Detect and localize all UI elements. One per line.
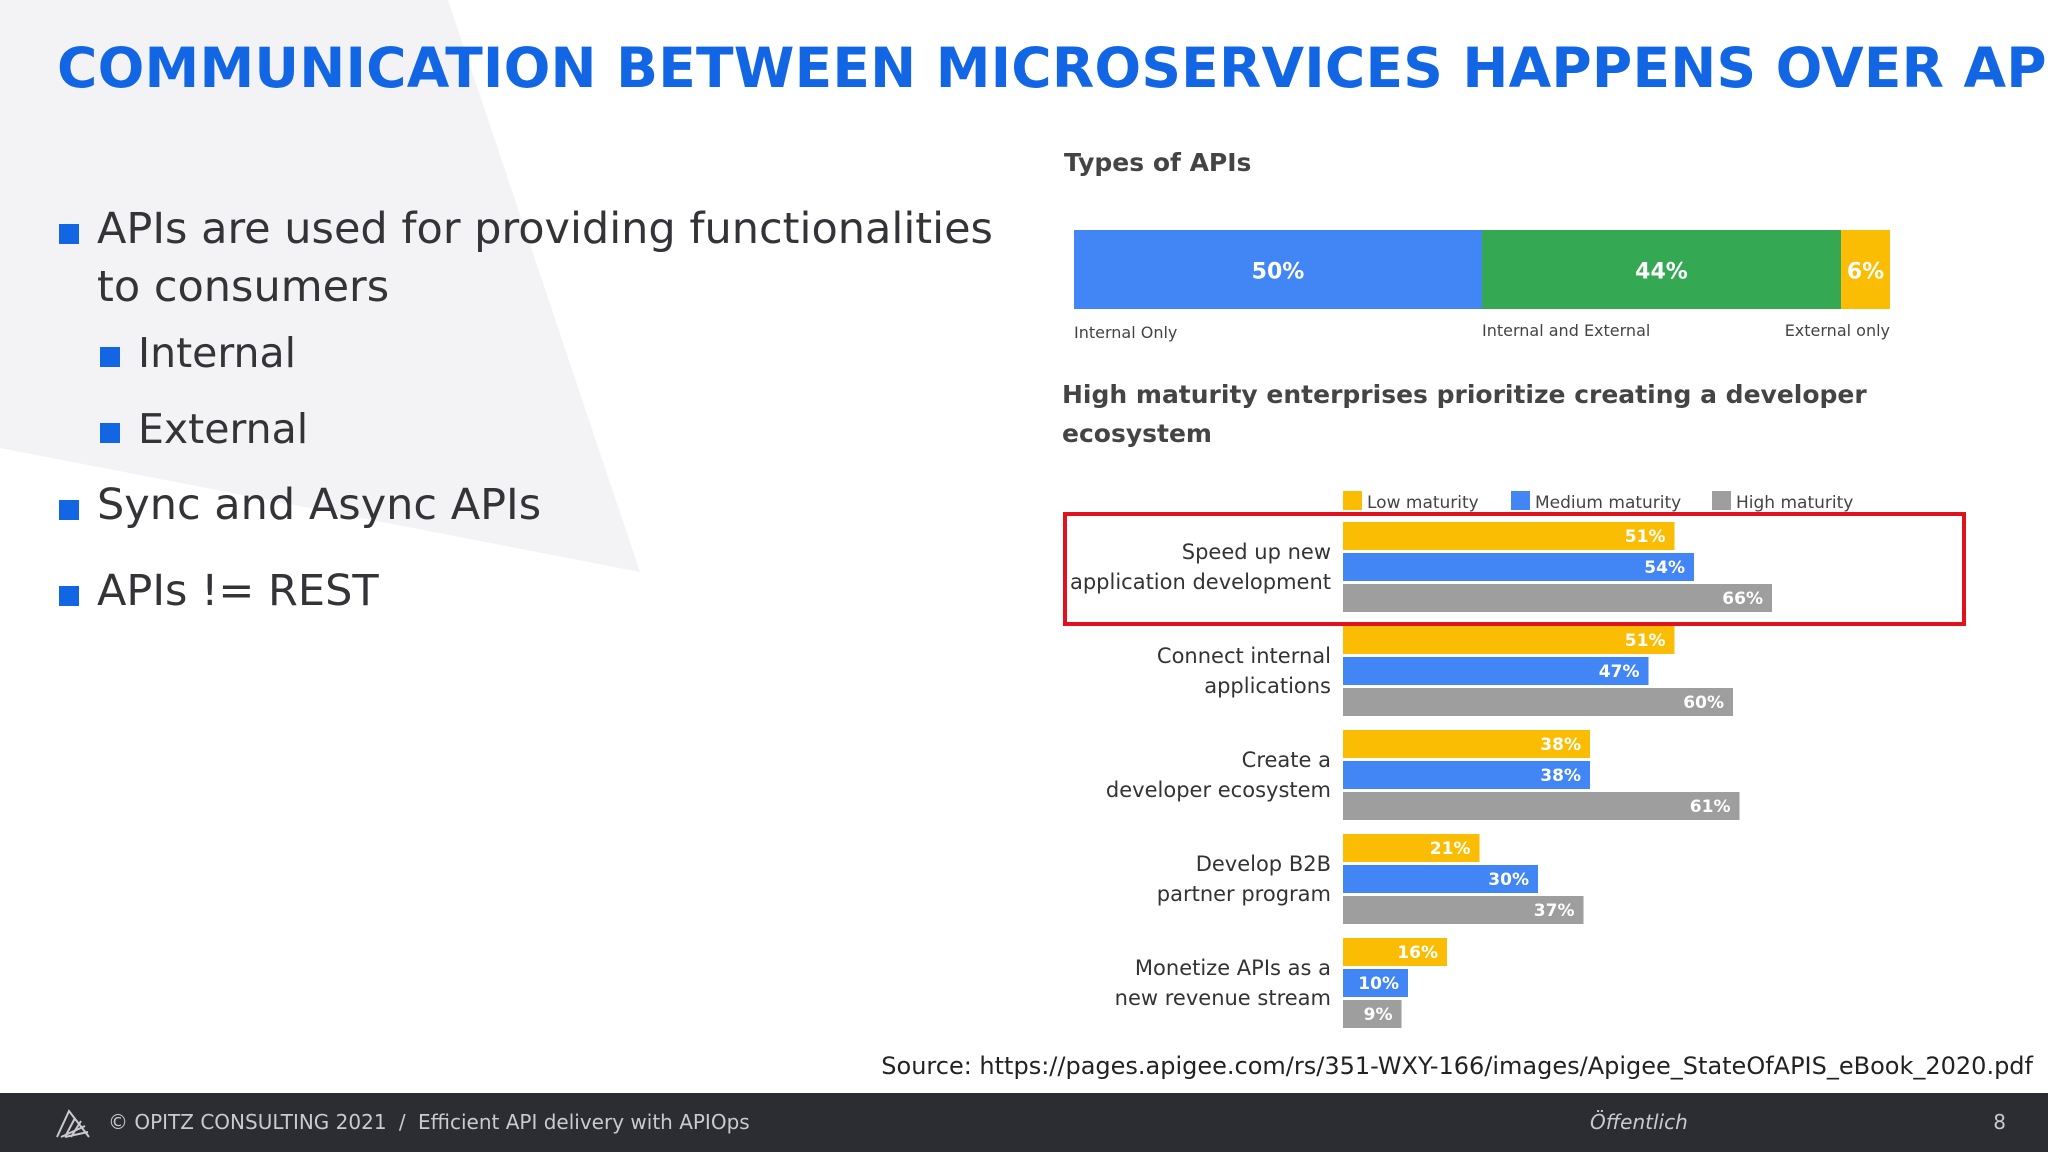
source-citation: Source: https://pages.apigee.com/rs/351-…: [879, 1052, 2035, 1080]
slide-title: COMMUNICATION BETWEEN MICROSERVICES HAPP…: [57, 36, 2048, 100]
bullet-apis-not-rest: APIs != REST: [58, 562, 1018, 620]
chart2-title-line1: High maturity enterprises prioritize cre…: [1062, 380, 1867, 409]
category-label-line2: new revenue stream: [1115, 986, 1331, 1010]
category-label-line1: Monetize APIs as a: [1135, 956, 1331, 980]
bar-0-0: [1343, 522, 1675, 550]
chart1-value-label: 6%: [1847, 260, 1884, 285]
bullet-text: Internal: [138, 329, 297, 377]
bullet-text: Sync and Async APIs: [97, 480, 542, 530]
bar-value-label: 66%: [1722, 589, 1763, 609]
bullet-sync-async: Sync and Async APIs: [58, 476, 1018, 534]
bar-value-label: 38%: [1540, 735, 1581, 755]
legend-swatch-0: [1343, 491, 1362, 510]
charts-svg: Types of APIs 50% Internal Only 44% Interna…: [1062, 148, 1966, 1028]
bar-value-label: 47%: [1599, 662, 1640, 682]
bullet-square-icon: [59, 500, 79, 520]
legend-swatch-2: [1712, 491, 1731, 510]
bar-value-label: 10%: [1358, 974, 1399, 994]
footer-copyright: © OPITZ CONSULTING 2021: [108, 1110, 387, 1134]
chart1-value-label: 50%: [1252, 260, 1305, 285]
bar-0-2: [1343, 584, 1772, 612]
category-label-line2: partner program: [1157, 882, 1331, 906]
bullet-square-icon: [59, 224, 79, 244]
sub-bullet-internal: Internal: [58, 324, 1018, 382]
category-label-line2: applications: [1204, 674, 1331, 698]
bar-4-0: [1343, 938, 1447, 966]
category-label-line1: Speed up new: [1182, 540, 1331, 564]
sub-bullet-external: External: [58, 400, 1018, 458]
highlight-box: [1063, 512, 1966, 626]
bar-1-0: [1343, 626, 1675, 654]
legend-label: High maturity: [1736, 493, 1853, 513]
bullet-text: APIs are used for providing functionalit…: [97, 204, 993, 312]
bar-0-1: [1343, 553, 1694, 581]
bullet-text: APIs != REST: [97, 566, 379, 616]
bullet-list: APIs are used for providing functionalit…: [58, 200, 1018, 628]
chart2-legend: Low maturity Medium maturity High maturity: [1343, 491, 1853, 513]
footer-left-text: © OPITZ CONSULTING 2021 / Efficient API …: [108, 1110, 756, 1134]
bar-value-label: 51%: [1625, 527, 1666, 547]
chart1-segment-0: [1074, 230, 1482, 309]
chart1-category-label: External only: [1785, 321, 1890, 340]
bar-value-label: 21%: [1430, 839, 1471, 859]
category-label-line2: application development: [1070, 570, 1331, 594]
bullet-square-icon: [100, 347, 120, 367]
category-label-line2: developer ecosystem: [1106, 778, 1331, 802]
bullet-square-icon: [100, 423, 120, 443]
footer-subtitle: Efficient API delivery with APIOps: [418, 1110, 750, 1134]
page-number: 8: [1993, 1110, 2006, 1134]
chart1-category-label: Internal and External: [1482, 321, 1650, 340]
bar-3-1: [1343, 865, 1538, 893]
bar-value-label: 38%: [1540, 766, 1581, 786]
bar-1-2: [1343, 688, 1733, 716]
bullet-square-icon: [59, 586, 79, 606]
bullet-text: External: [138, 405, 309, 453]
footer-separator: /: [398, 1110, 406, 1134]
bar-value-label: 61%: [1690, 797, 1731, 817]
bar-value-label: 60%: [1683, 693, 1724, 713]
bar-1-1: [1343, 657, 1649, 685]
bar-4-2: [1343, 1000, 1402, 1028]
bar-value-label: 37%: [1534, 901, 1575, 921]
chart1-segment-2: [1841, 230, 1890, 309]
chart1-value-label: 44%: [1635, 260, 1688, 285]
bar-value-label: 54%: [1644, 558, 1685, 578]
legend-label: Medium maturity: [1535, 493, 1681, 513]
bar-2-1: [1343, 761, 1590, 789]
bullet-apis-functionalities: APIs are used for providing functionalit…: [58, 200, 1018, 316]
legend-label: Low maturity: [1367, 493, 1479, 513]
chart1-stacked-bar: 50% Internal Only 44% Internal and External…: [1074, 230, 1890, 342]
background-gray-shape: [0, 0, 640, 572]
chart1-title: Types of APIs: [1064, 148, 1251, 177]
bar-value-label: 51%: [1625, 631, 1666, 651]
footer-classification: Öffentlich: [1590, 1110, 1688, 1134]
chart2-grouped-bars: 51% 54% 66% Speed up new application develop…: [1070, 522, 1772, 1028]
bar-value-label: 30%: [1488, 870, 1529, 890]
category-label-line1: Create a: [1242, 748, 1331, 772]
category-label-line1: Connect internal: [1157, 644, 1331, 668]
chart-image: Types of APIs 50% Internal Only 44% Interna…: [1030, 128, 2048, 1088]
bar-value-label: 9%: [1364, 1005, 1393, 1025]
footer-bar: © OPITZ CONSULTING 2021 / Efficient API …: [0, 1093, 2048, 1152]
opitz-logo-icon: [56, 1109, 90, 1138]
bar-3-2: [1343, 896, 1584, 924]
bar-3-0: [1343, 834, 1480, 862]
chart2-title-line2: ecosystem: [1062, 419, 1212, 448]
bar-value-label: 16%: [1397, 943, 1438, 963]
category-label-line1: Develop B2B: [1196, 852, 1331, 876]
chart1-segment-1: [1482, 230, 1842, 309]
chart1-category-label: Internal Only: [1074, 323, 1177, 342]
legend-swatch-1: [1511, 491, 1530, 510]
bar-4-1: [1343, 969, 1408, 997]
bar-2-2: [1343, 792, 1740, 820]
bar-2-0: [1343, 730, 1590, 758]
